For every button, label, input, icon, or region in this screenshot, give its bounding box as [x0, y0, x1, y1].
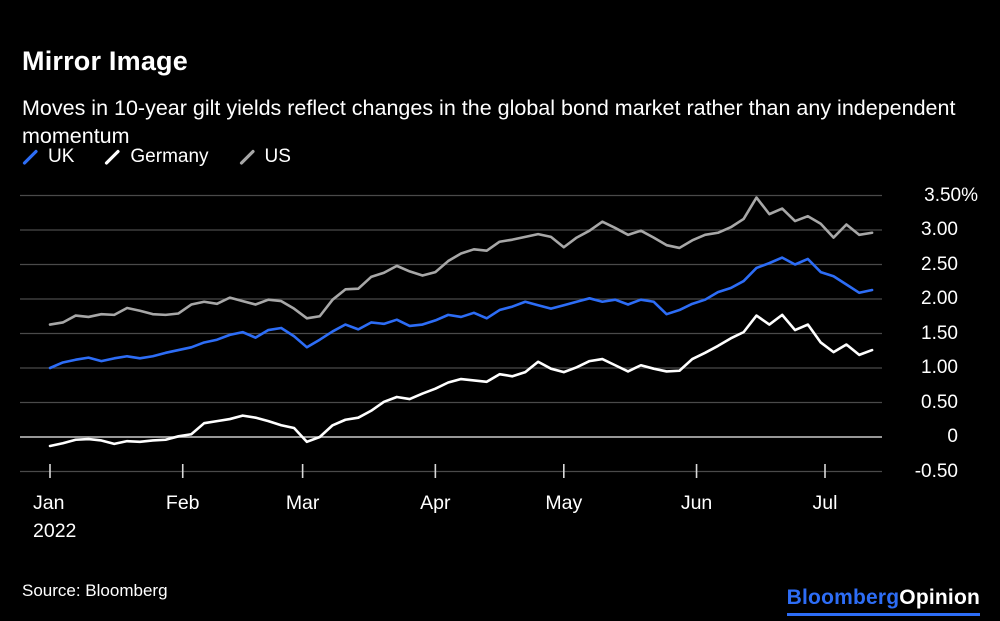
y-axis-label: -0.50: [914, 460, 958, 482]
legend-swatch-icon: [239, 149, 255, 165]
x-axis-label: Jan 2022: [33, 492, 77, 542]
chart-subtitle: Moves in 10-year gilt yields reflect cha…: [22, 95, 956, 148]
legend-item-uk: UK: [22, 146, 74, 168]
legend-label: Germany: [130, 146, 209, 167]
logo-opinion: Opinion: [899, 586, 980, 609]
legend-swatch-icon: [105, 149, 121, 165]
y-axis-label: 2.00: [921, 288, 958, 309]
series-line-us: [48, 196, 874, 326]
legend-label: US: [264, 146, 291, 167]
y-axis-label: 0.50: [921, 391, 958, 413]
legend-swatch-icon: [22, 149, 38, 165]
legend-item-germany: Germany: [104, 146, 209, 168]
x-axis-label: May: [545, 492, 583, 514]
x-axis-label: Jun: [680, 492, 713, 514]
source-note: Source: Bloomberg: [22, 581, 168, 600]
legend-label: UK: [48, 146, 75, 167]
y-axis-label: 2.50: [921, 253, 958, 275]
chart-legend: UK Germany US: [22, 146, 291, 168]
y-axis-label: 3.00: [921, 219, 958, 240]
y-axis-label: 0: [947, 426, 958, 447]
legend-item-us: US: [239, 146, 291, 168]
series-line-germany: [48, 313, 874, 448]
series-line-uk: [48, 256, 874, 370]
bloomberg-opinion-logo: BloombergOpinion: [786, 586, 980, 616]
x-axis-label: Jul: [812, 492, 838, 514]
chart-title: Mirror Image: [22, 46, 188, 77]
x-axis-label: Apr: [420, 492, 451, 514]
x-axis-label: Feb: [165, 492, 200, 514]
logo-bloomberg: Bloomberg: [786, 586, 900, 609]
x-axis-label: Mar: [285, 492, 320, 514]
y-axis-label: 1.00: [921, 357, 958, 378]
y-axis-label: 1.50: [921, 322, 958, 344]
y-axis-label: 3.50%: [924, 184, 978, 206]
